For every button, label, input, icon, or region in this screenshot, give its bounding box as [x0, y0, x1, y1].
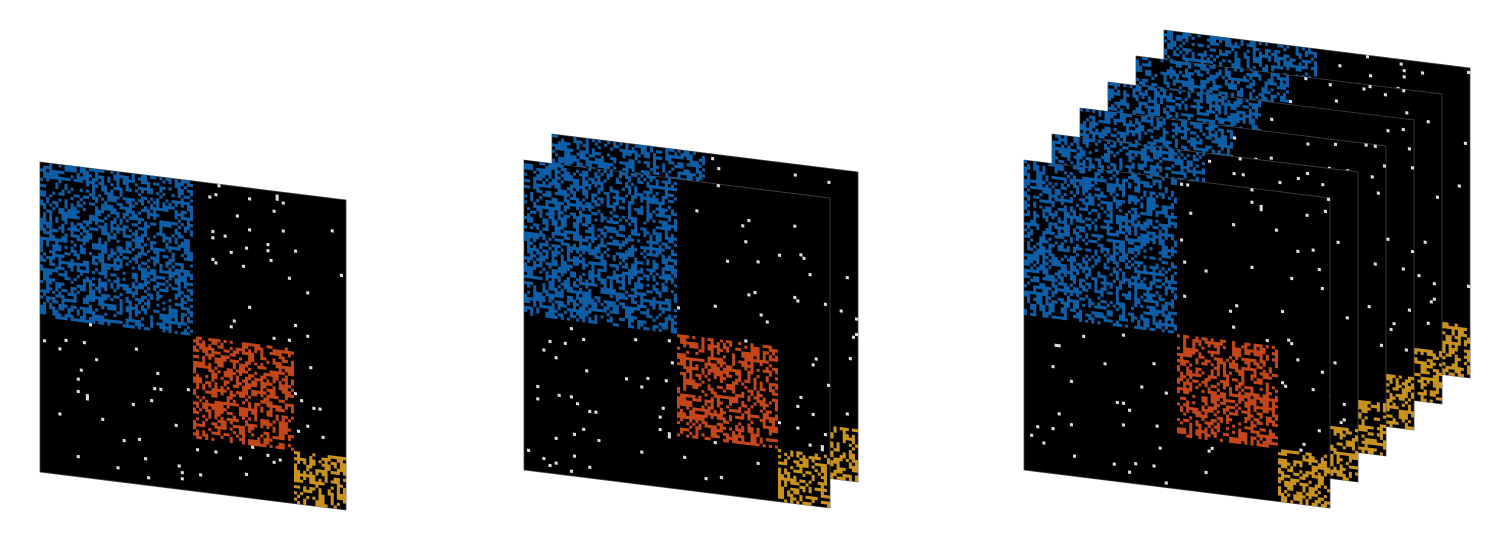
layer-1-1 — [39, 161, 347, 511]
community-1-block — [1024, 160, 1177, 334]
community-3-block — [1277, 449, 1330, 508]
community-3-block — [805, 423, 858, 482]
community-1-block — [524, 161, 677, 334]
community-3-block — [293, 450, 346, 509]
layer-stack-3 — [1023, 29, 1471, 509]
layer-groups — [39, 29, 1471, 511]
community-1-block — [40, 163, 193, 336]
community-2-block — [1176, 333, 1278, 448]
layer-stack-1 — [39, 161, 347, 511]
community-2-block — [676, 333, 778, 449]
community-2-block — [192, 336, 294, 451]
layer-3-1 — [1023, 159, 1331, 509]
layer-2-1 — [523, 159, 831, 509]
community-3-block — [777, 448, 830, 508]
layer-stack-2 — [523, 133, 859, 509]
